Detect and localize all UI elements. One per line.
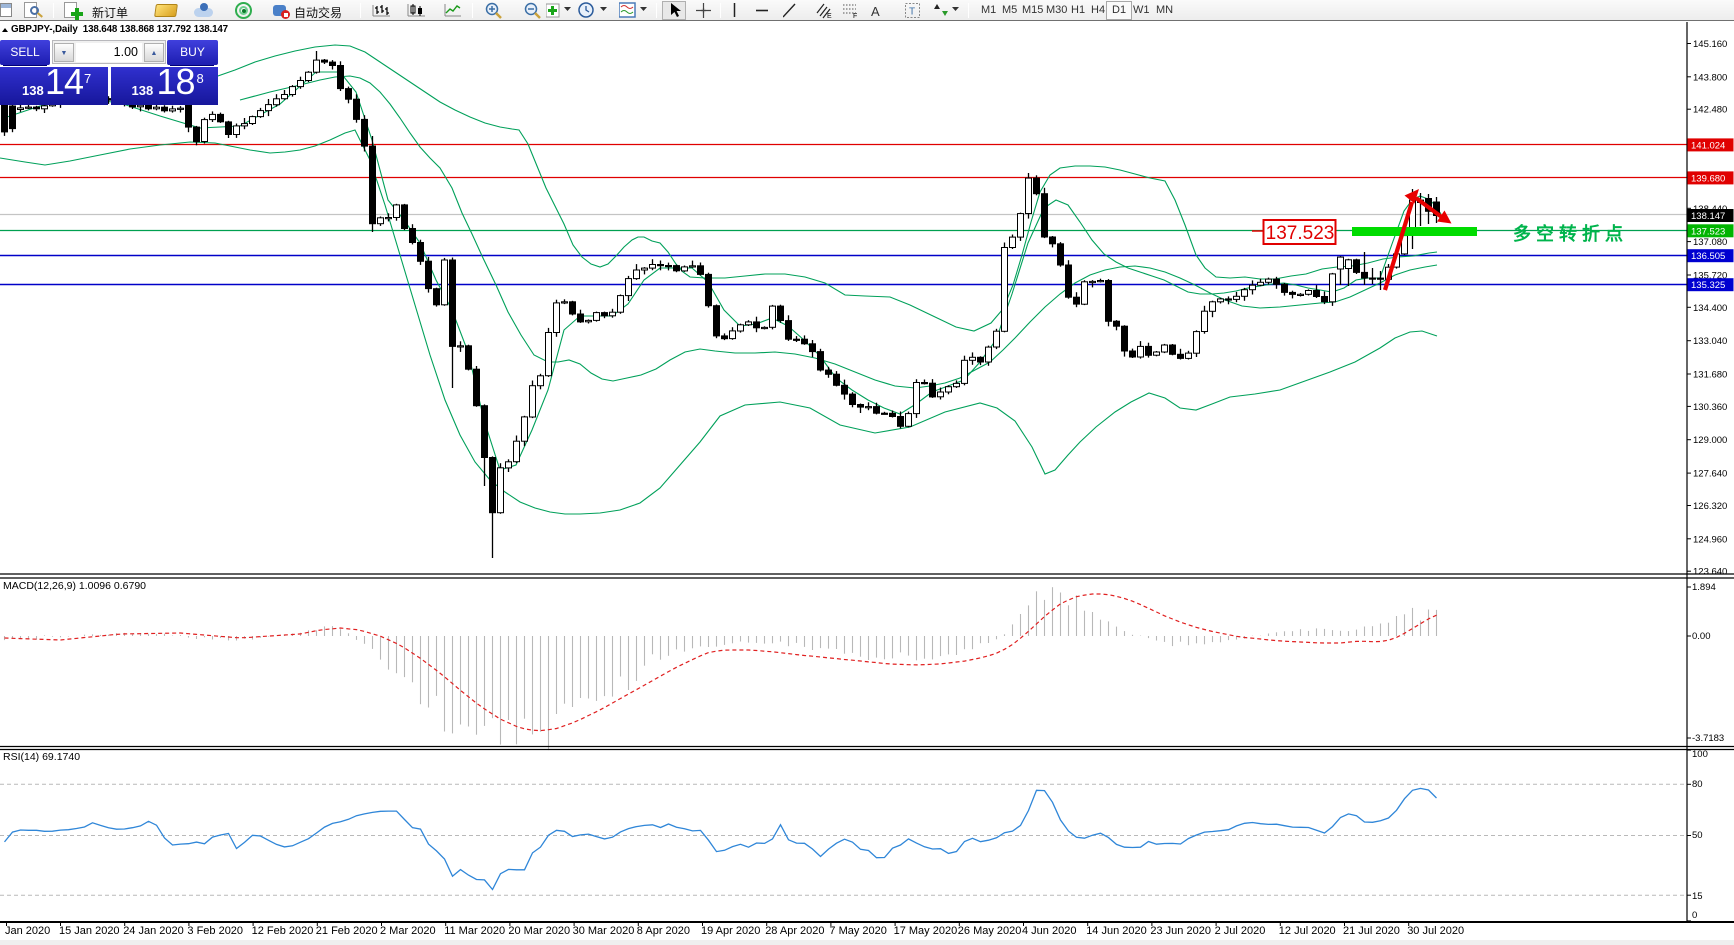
svg-text:124.960: 124.960 <box>1693 534 1727 545</box>
svg-text:Jan 2020: Jan 2020 <box>5 925 50 937</box>
svg-text:136.505: 136.505 <box>1691 251 1725 262</box>
svg-text:7 May 2020: 7 May 2020 <box>829 925 886 937</box>
svg-text:12 Feb 2020: 12 Feb 2020 <box>252 925 314 937</box>
svg-text:126.320: 126.320 <box>1693 501 1727 512</box>
svg-text:30 Mar 2020: 30 Mar 2020 <box>573 925 635 937</box>
svg-text:30 Jul 2020: 30 Jul 2020 <box>1407 925 1464 937</box>
svg-text:100: 100 <box>1692 749 1708 760</box>
svg-text:15: 15 <box>1692 891 1703 902</box>
svg-text:137.080: 137.080 <box>1693 237 1727 248</box>
svg-text:26 May 2020: 26 May 2020 <box>958 925 1022 937</box>
svg-text:多空转折点: 多空转折点 <box>1513 223 1628 244</box>
svg-text:F: F <box>853 13 857 19</box>
svg-text:135.325: 135.325 <box>1691 280 1725 291</box>
svg-text:3 Feb 2020: 3 Feb 2020 <box>187 925 243 937</box>
svg-text:11 Mar 2020: 11 Mar 2020 <box>444 925 505 937</box>
svg-text:E: E <box>827 13 832 19</box>
svg-text:0.00: 0.00 <box>1692 631 1711 642</box>
svg-text:4 Jun 2020: 4 Jun 2020 <box>1022 925 1076 937</box>
svg-text:138.147: 138.147 <box>1691 211 1725 222</box>
svg-text:21 Jul 2020: 21 Jul 2020 <box>1343 925 1400 937</box>
svg-text:8 Apr 2020: 8 Apr 2020 <box>637 925 690 937</box>
svg-text:131.680: 131.680 <box>1693 370 1727 381</box>
svg-text:15 Jan 2020: 15 Jan 2020 <box>59 925 120 937</box>
svg-text:137.523: 137.523 <box>1266 223 1335 244</box>
svg-text:127.640: 127.640 <box>1693 469 1727 480</box>
svg-text:80: 80 <box>1692 779 1703 790</box>
svg-text:-3.7183: -3.7183 <box>1692 733 1724 744</box>
svg-text:24 Jan 2020: 24 Jan 2020 <box>123 925 184 937</box>
svg-text:12 Jul 2020: 12 Jul 2020 <box>1279 925 1336 937</box>
svg-text:17 May 2020: 17 May 2020 <box>894 925 958 937</box>
svg-text:134.400: 134.400 <box>1693 303 1727 314</box>
svg-text:139.680: 139.680 <box>1691 173 1725 184</box>
svg-text:14 Jun 2020: 14 Jun 2020 <box>1086 925 1147 937</box>
svg-text:142.480: 142.480 <box>1693 105 1727 116</box>
svg-text:143.800: 143.800 <box>1693 72 1727 83</box>
svg-text:23 Jun 2020: 23 Jun 2020 <box>1150 925 1211 937</box>
svg-text:135.720: 135.720 <box>1693 271 1727 282</box>
svg-text:141.024: 141.024 <box>1691 140 1725 151</box>
svg-text:2 Jul 2020: 2 Jul 2020 <box>1215 925 1266 937</box>
svg-text:123.640: 123.640 <box>1693 567 1727 578</box>
svg-text:2 Mar 2020: 2 Mar 2020 <box>380 925 436 937</box>
svg-text:MACD(12,26,9) 1.0096 0.6790: MACD(12,26,9) 1.0096 0.6790 <box>3 580 146 592</box>
svg-text:133.040: 133.040 <box>1693 336 1727 347</box>
svg-text:20 Mar 2020: 20 Mar 2020 <box>508 925 570 937</box>
svg-text:129.000: 129.000 <box>1693 435 1727 446</box>
svg-text:19 Apr 2020: 19 Apr 2020 <box>701 925 760 937</box>
svg-text:28 Apr 2020: 28 Apr 2020 <box>765 925 824 937</box>
svg-text:T: T <box>909 7 915 18</box>
svg-text:21 Feb 2020: 21 Feb 2020 <box>316 925 378 937</box>
svg-text:RSI(14) 69.1740: RSI(14) 69.1740 <box>3 751 80 763</box>
svg-text:1.894: 1.894 <box>1692 582 1716 593</box>
svg-text:0: 0 <box>1692 910 1697 921</box>
svg-text:145.160: 145.160 <box>1693 39 1727 50</box>
svg-text:50: 50 <box>1692 830 1703 841</box>
svg-text:137.523: 137.523 <box>1691 226 1725 237</box>
svg-text:130.360: 130.360 <box>1693 402 1727 413</box>
